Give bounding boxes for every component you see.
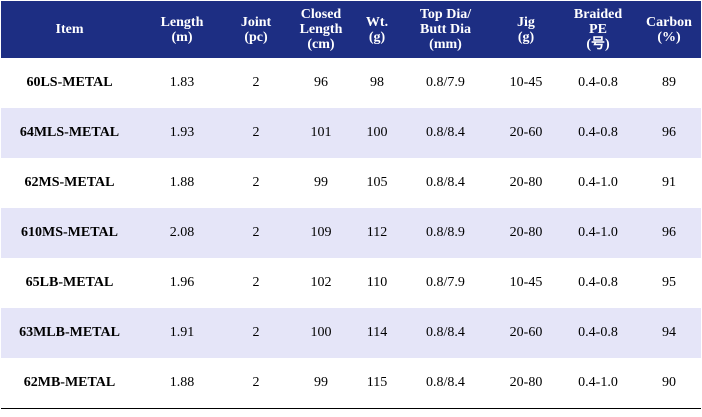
table-row: 62MS-METAL 1.88 2 99 105 0.8/8.4 20-80 0… [1, 158, 701, 208]
table-row: 63MLB-METAL 1.91 2 100 114 0.8/8.4 20-60… [1, 308, 701, 358]
cell-carbon: 89 [662, 75, 676, 90]
cell-jig: 20-60 [509, 325, 543, 340]
cell-length: 1.88 [138, 358, 226, 409]
cell-closed-length: 101 [310, 125, 332, 140]
cell-jig: 10-45 [509, 275, 543, 290]
cell-braided-pe: 0.4-1.0 [578, 225, 618, 240]
cell-weight: 100 [366, 125, 388, 140]
table-row: 65LB-METAL 1.96 2 102 110 0.8/7.9 10-45 … [1, 258, 701, 308]
cell-dia: 0.8/8.4 [426, 325, 465, 340]
table-row: 64MLS-METAL 1.93 2 101 100 0.8/8.4 20-60… [1, 108, 701, 158]
cell-carbon: 95 [662, 275, 676, 290]
cell-weight: 114 [366, 325, 388, 340]
cell-item: 62MB-METAL [1, 358, 138, 409]
table-row: 610MS-METAL 2.08 2 109 112 0.8/8.9 20-80… [1, 208, 701, 258]
cell-item: 63MLB-METAL [19, 325, 120, 340]
cell-weight: 115 [356, 358, 398, 409]
cell-weight: 110 [366, 275, 388, 290]
cell-dia: 0.8/7.9 [426, 75, 465, 90]
table-row: 60LS-METAL 1.83 2 96 98 0.8/7.9 10-45 0.… [1, 58, 701, 108]
cell-joint: 2 [252, 325, 260, 340]
cell-jig: 10-45 [509, 75, 543, 90]
cell-jig: 20-80 [509, 225, 543, 240]
cell-braided-pe: 0.4-0.8 [578, 75, 618, 90]
cell-length: 1.91 [169, 325, 195, 340]
cell-closed-length: 102 [310, 275, 332, 290]
cell-weight: 105 [366, 175, 388, 190]
header-length: Length (m) [160, 14, 204, 45]
cell-carbon: 90 [637, 358, 701, 409]
cell-jig: 20-80 [493, 358, 559, 409]
cell-dia: 0.8/8.4 [426, 125, 465, 140]
cell-joint: 2 [252, 75, 260, 90]
header-weight: Wt. (g) [365, 14, 389, 45]
cell-braided-pe: 0.4-1.0 [578, 175, 618, 190]
cell-item: 610MS-METAL [21, 225, 118, 240]
cell-dia: 0.8/8.4 [398, 358, 493, 409]
cell-length: 2.08 [169, 225, 195, 240]
cell-dia: 0.8/7.9 [426, 275, 465, 290]
cell-length: 1.96 [169, 275, 195, 290]
cell-braided-pe: 0.4-0.8 [578, 275, 618, 290]
cell-carbon: 94 [662, 325, 676, 340]
table-row: 62MB-METAL 1.88 2 99 115 0.8/8.4 20-80 0… [1, 358, 701, 409]
cell-carbon: 91 [662, 175, 676, 190]
header-joint: Joint (pc) [240, 14, 272, 45]
header-dia: Top Dia/Butt Dia (mm) [419, 7, 472, 52]
rod-spec-table: Item Length (m) Joint (pc) Closed Length (cm… [1, 1, 701, 409]
cell-joint: 2 [226, 358, 286, 409]
cell-weight: 98 [370, 75, 384, 90]
cell-braided-pe: 0.4-0.8 [578, 325, 618, 340]
cell-length: 1.88 [169, 175, 195, 190]
header-item: Item [55, 22, 84, 37]
cell-closed-length: 109 [310, 225, 332, 240]
cell-joint: 2 [252, 275, 260, 290]
cell-closed-length: 99 [314, 175, 328, 190]
cell-closed-length: 96 [314, 75, 328, 90]
cell-carbon: 96 [662, 125, 676, 140]
header-carbon: Carbon (%) [646, 14, 692, 45]
cell-item: 64MLS-METAL [19, 125, 120, 140]
cell-carbon: 96 [662, 225, 676, 240]
cell-closed-length: 100 [310, 325, 332, 340]
cell-item: 60LS-METAL [26, 75, 113, 90]
cell-dia: 0.8/8.4 [426, 175, 465, 190]
cell-jig: 20-80 [509, 175, 543, 190]
cell-dia: 0.8/8.9 [426, 225, 465, 240]
header-closed-length: Closed Length (cm) [299, 7, 343, 52]
cell-item: 62MS-METAL [24, 175, 115, 190]
cell-length: 1.83 [169, 75, 195, 90]
cell-item: 65LB-METAL [25, 275, 114, 290]
cell-length: 1.93 [169, 125, 195, 140]
cell-weight: 112 [366, 225, 388, 240]
cell-closed-length: 99 [286, 358, 356, 409]
header-row: Item Length (m) Joint (pc) Closed Length (cm… [1, 1, 701, 58]
cell-joint: 2 [252, 175, 260, 190]
header-jig: Jig (g) [517, 14, 535, 45]
cell-jig: 20-60 [509, 125, 543, 140]
cell-braided-pe: 0.4-0.8 [578, 125, 618, 140]
header-braided-pe: Braided PE (号) [573, 7, 623, 52]
cell-joint: 2 [252, 225, 260, 240]
cell-braided-pe: 0.4-1.0 [559, 358, 637, 409]
cell-joint: 2 [252, 125, 260, 140]
